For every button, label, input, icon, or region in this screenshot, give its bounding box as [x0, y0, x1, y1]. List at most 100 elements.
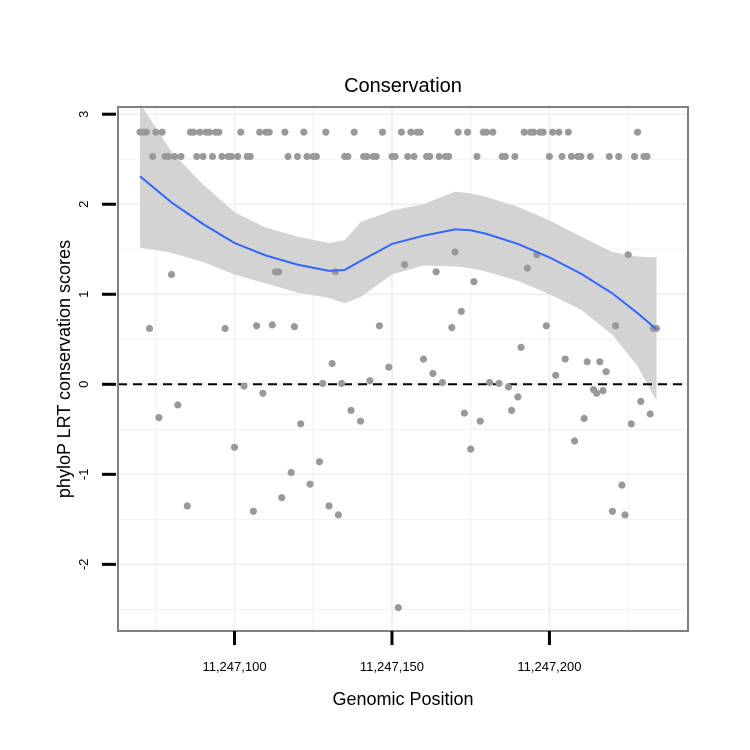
data-point — [504, 383, 513, 391]
y-tick-label: 3 — [76, 111, 91, 118]
data-point — [196, 128, 204, 136]
data-point — [517, 343, 525, 351]
data-point — [174, 401, 182, 409]
data-point — [290, 323, 298, 331]
data-point — [303, 152, 311, 161]
data-point — [545, 152, 554, 161]
data-point — [293, 152, 302, 161]
data-point — [634, 128, 642, 136]
data-point — [501, 152, 509, 161]
data-point — [375, 322, 383, 330]
data-point — [564, 128, 572, 136]
data-point — [489, 128, 497, 136]
data-point — [237, 128, 245, 136]
data-point — [249, 507, 257, 515]
data-point — [328, 360, 336, 368]
data-point — [344, 152, 352, 161]
data-point — [599, 387, 607, 395]
grid-lines — [118, 107, 688, 631]
chart-title: Conservation — [344, 75, 462, 97]
data-point — [555, 128, 563, 136]
data-point — [643, 152, 651, 161]
data-point — [378, 128, 387, 136]
data-point — [183, 502, 191, 510]
data-point — [268, 321, 276, 329]
data-point — [514, 393, 522, 401]
data-point — [227, 152, 235, 161]
data-point — [230, 443, 239, 451]
data-point — [350, 128, 358, 136]
data-point — [602, 368, 610, 376]
x-axis: 11,247,100 11,247,150 11,247,200 — [202, 631, 581, 674]
data-point — [577, 152, 585, 161]
y-tick-label: -2 — [76, 559, 91, 571]
data-point — [246, 152, 254, 161]
x-tick-label: 11,247,100 — [202, 659, 266, 674]
data-point — [445, 152, 453, 161]
data-point — [460, 409, 468, 417]
data-point — [275, 268, 283, 276]
data-point — [426, 152, 434, 161]
data-point — [476, 417, 484, 425]
data-point — [306, 480, 314, 488]
data-point — [567, 152, 576, 161]
data-point — [331, 268, 339, 276]
y-axis-label: phyloP LRT conservation scores — [54, 240, 74, 498]
data-point — [624, 251, 632, 259]
data-point — [149, 152, 157, 161]
data-point — [142, 128, 150, 136]
data-point — [199, 152, 207, 161]
data-point — [438, 378, 446, 387]
data-point — [558, 152, 566, 161]
data-point — [287, 468, 295, 477]
data-point — [281, 128, 289, 136]
data-point — [297, 420, 305, 428]
data-point — [391, 152, 399, 161]
data-point — [511, 152, 519, 161]
data-point — [407, 128, 415, 136]
confidence-band — [140, 103, 657, 401]
data-point — [256, 128, 264, 136]
panel-border — [117, 106, 689, 632]
y-tick-label: 2 — [76, 201, 91, 208]
data-point — [265, 128, 273, 136]
data-point — [486, 378, 494, 387]
data-point — [366, 377, 374, 385]
data-point — [363, 152, 371, 161]
data-point — [523, 264, 532, 272]
data-point — [410, 152, 418, 161]
data-point — [580, 414, 588, 423]
data-point — [325, 502, 333, 510]
data-point — [145, 324, 154, 333]
data-point — [215, 128, 223, 136]
data-point — [530, 128, 538, 136]
data-point — [205, 128, 213, 136]
y-axis: -2 -1 0 1 2 3 — [76, 111, 116, 571]
data-point — [322, 128, 330, 136]
data-point — [520, 128, 528, 136]
data-point — [435, 152, 443, 161]
data-point — [615, 152, 623, 161]
data-point — [618, 481, 626, 489]
data-point — [621, 511, 629, 519]
data-point — [319, 379, 327, 387]
data-point — [218, 152, 226, 161]
data-point — [300, 128, 308, 136]
data-point — [605, 152, 613, 161]
data-point — [221, 324, 229, 333]
data-point — [630, 152, 639, 161]
data-point — [347, 406, 355, 414]
data-point — [177, 152, 185, 161]
data-point — [583, 358, 591, 366]
data-point — [334, 511, 342, 519]
data-point — [158, 128, 166, 136]
data-point — [586, 152, 595, 161]
plot-panel — [117, 103, 689, 632]
data-point — [464, 128, 472, 136]
data-point — [312, 152, 320, 161]
data-point — [401, 261, 409, 269]
data-point — [495, 379, 503, 387]
data-point — [561, 355, 569, 363]
data-point — [190, 128, 198, 136]
